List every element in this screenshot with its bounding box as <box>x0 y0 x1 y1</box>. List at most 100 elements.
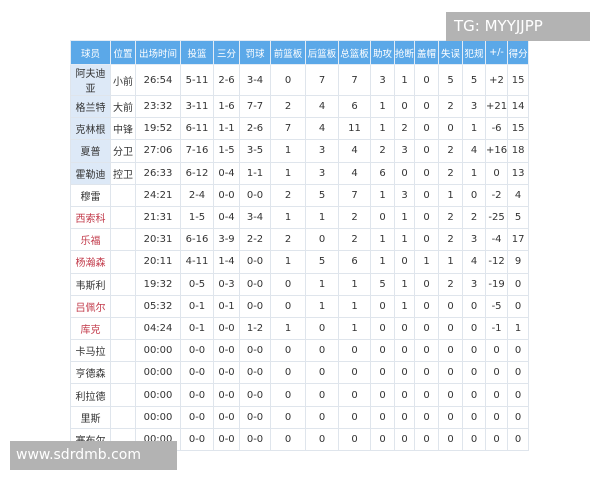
stat-cell: 0-0 <box>213 361 240 385</box>
stat-cell: 0 <box>414 383 439 407</box>
column-header: 位置 <box>110 40 136 65</box>
stat-cell: 0 <box>507 339 530 363</box>
stat-cell: 0 <box>438 294 463 318</box>
stat-cell: 0 <box>338 427 371 452</box>
table-row: 克林根 中锋 19:52 6-11 1-1 2-6 7 4 11 1 2 0 0 1 -6 15 <box>70 117 530 141</box>
stat-cell: 24:21 <box>135 183 181 207</box>
stat-cell: 1 <box>305 205 339 230</box>
stat-cell: 00:00 <box>135 383 181 407</box>
stat-cell: 6-11 <box>180 117 214 141</box>
stat-cell <box>110 405 136 429</box>
stat-cell: 0 <box>484 339 509 363</box>
stat-cell: 0 <box>394 94 415 119</box>
stat-cell: 0-0 <box>239 250 271 274</box>
table-row: 里斯 00:00 0-0 0-0 0-0 0 0 0 0 0 0 0 0 0 0 <box>70 405 530 429</box>
stat-cell: 5 <box>370 272 395 296</box>
stat-cell: 0-0 <box>239 339 271 363</box>
stat-cell <box>110 250 136 274</box>
stat-cell: 0 <box>507 427 530 452</box>
stat-cell: 0 <box>414 139 439 163</box>
stat-cell: 4 <box>338 139 371 163</box>
table-row: 韦斯利 19:32 0-5 0-3 0-0 0 1 1 5 1 0 2 3 -19 0 <box>70 272 530 296</box>
stat-cell: 0 <box>305 339 339 363</box>
stat-cell: 0-0 <box>180 405 214 429</box>
player-name: 吕佩尔 <box>70 294 111 318</box>
stat-cell: 26:54 <box>135 64 181 96</box>
stat-cell: 5 <box>305 250 339 274</box>
stat-cell: 0-0 <box>180 361 214 385</box>
stat-cell: 0-4 <box>213 205 240 230</box>
column-header: 罚球 <box>239 40 271 65</box>
stat-cell: 23:32 <box>135 94 181 119</box>
stat-cell: 0 <box>414 361 439 385</box>
stat-cell: 0 <box>507 361 530 385</box>
stat-cell: 0 <box>370 361 395 385</box>
stat-cell: 0 <box>370 339 395 363</box>
stat-cell: 00:00 <box>135 339 181 363</box>
stat-cell: -5 <box>484 294 509 318</box>
stat-cell: 0 <box>438 117 463 141</box>
stat-cell: 7 <box>305 64 339 96</box>
stat-cell: 05:32 <box>135 294 181 318</box>
stat-cell: 0 <box>484 383 509 407</box>
stat-cell: 1 <box>270 316 306 341</box>
stat-cell: 1-1 <box>213 117 240 141</box>
player-name: 穆雷 <box>70 183 111 207</box>
stat-cell: 0 <box>414 427 439 452</box>
stat-cell: -12 <box>484 250 509 274</box>
stat-cell: 2 <box>338 228 371 252</box>
table-row: 乐福 20:31 6-16 3-9 2-2 2 0 2 1 1 0 2 3 -4 17 <box>70 228 530 252</box>
stat-cell: 5 <box>462 64 486 96</box>
stat-cell: 0 <box>270 405 306 429</box>
stat-cell: 0 <box>338 361 371 385</box>
stat-cell: 0-0 <box>239 405 271 429</box>
stat-cell: -2 <box>484 183 509 207</box>
column-header: 抢断 <box>394 40 415 65</box>
stat-cell: 0 <box>394 427 415 452</box>
stat-cell: 0 <box>305 405 339 429</box>
stat-cell: 1 <box>270 205 306 230</box>
stat-cell: 0 <box>438 383 463 407</box>
stat-cell: 1 <box>370 117 395 141</box>
stat-cell <box>110 383 136 407</box>
stat-cell: 0 <box>484 361 509 385</box>
stat-cell: 1-2 <box>239 316 271 341</box>
table-row: 阿夫迪亚 小前 26:54 5-11 2-6 3-4 0 7 7 3 1 0 5 5 +2 15 <box>70 64 530 96</box>
stat-cell: 0 <box>438 339 463 363</box>
stat-cell: 0-0 <box>213 339 240 363</box>
stat-cell: 0 <box>414 205 439 230</box>
stat-cell: 4 <box>305 94 339 119</box>
stat-cell: -6 <box>484 117 509 141</box>
stat-cell: 0-0 <box>213 383 240 407</box>
stat-cell: 1 <box>394 64 415 96</box>
stat-cell: 2 <box>270 183 306 207</box>
stat-cell: 2 <box>394 117 415 141</box>
stat-cell: 0 <box>462 339 486 363</box>
stat-cell: 5 <box>507 205 530 230</box>
stat-cell: 中锋 <box>110 117 136 141</box>
stat-cell: 0 <box>270 294 306 318</box>
stat-cell: 0-0 <box>213 405 240 429</box>
stat-cell: 1 <box>305 294 339 318</box>
stat-cell: 2 <box>438 139 463 163</box>
stat-cell: 4-11 <box>180 250 214 274</box>
stat-cell: 1-6 <box>213 94 240 119</box>
stat-cell: +21 <box>484 94 509 119</box>
stat-cell: 3-4 <box>239 64 271 96</box>
stat-cell: 0 <box>414 339 439 363</box>
stat-cell: 0 <box>394 161 415 185</box>
stat-cell: 1 <box>305 272 339 296</box>
player-name: 利拉德 <box>70 383 111 407</box>
stat-cell <box>110 183 136 207</box>
player-name: 里斯 <box>70 405 111 429</box>
stat-cell: 0 <box>507 383 530 407</box>
stat-cell: 0 <box>414 161 439 185</box>
stat-cell: 0 <box>414 64 439 96</box>
stat-cell: 1-5 <box>180 205 214 230</box>
stat-cell: 0 <box>462 383 486 407</box>
stat-cell: 0-0 <box>239 383 271 407</box>
stat-cell: 7 <box>338 183 371 207</box>
stat-cell: 0 <box>305 228 339 252</box>
stat-cell: 0 <box>414 117 439 141</box>
stat-cell: 4 <box>462 250 486 274</box>
